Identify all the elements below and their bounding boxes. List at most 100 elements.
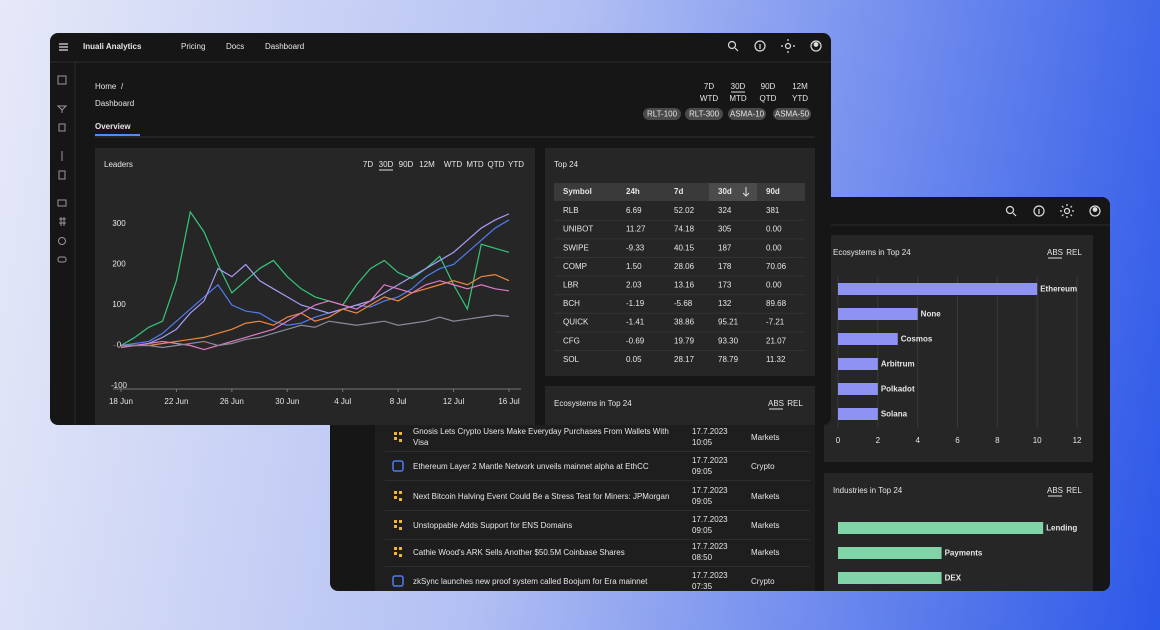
theme-icon[interactable] [781,39,795,53]
news-title[interactable]: Next Bitcoin Halving Event Could Be a St… [413,491,670,501]
table-cell: 21.07 [766,336,787,345]
column-header[interactable]: Symbol [563,187,592,196]
news-time: 09:05 [692,467,713,476]
table-cell: 11.27 [626,225,646,234]
series-line [121,274,510,347]
period-bottom[interactable]: WTD [700,94,718,103]
table-cell: 173 [718,281,732,290]
bar-label: Polkadot [881,385,915,394]
range-button[interactable]: 7D [363,160,373,169]
y-tick-label: 100 [112,300,126,309]
news-title[interactable]: Ethereum Layer 2 Mantle Network unveils … [413,461,649,471]
period-top[interactable]: 30D [731,82,746,91]
toggle[interactable]: ABS [1047,248,1063,257]
brand: Inuali Analytics [83,42,142,51]
search-icon[interactable] [727,40,739,52]
toggle[interactable]: REL [1066,248,1082,257]
badge[interactable]: RLT-100 [647,110,678,119]
range-button[interactable]: 30D [379,160,394,169]
tab-underline [95,134,140,136]
table-cell: 11.32 [766,355,786,364]
user-icon[interactable] [810,40,822,52]
sidebar-icons[interactable] [56,75,68,263]
news-title[interactable]: Gnosis Lets Crypto Users Make Everyday P… [413,427,669,447]
x-tick-label: 0 [836,436,841,445]
badge-bg[interactable] [728,108,766,120]
news-time: 07:35 [692,582,713,591]
range-button[interactable]: QTD [488,160,505,169]
period-bottom[interactable]: MTD [729,94,747,103]
news-category: Crypto [751,462,775,471]
breadcrumb-link[interactable]: Home [95,82,117,91]
toggle[interactable]: ABS [1047,486,1063,495]
column-header[interactable]: 7d [674,187,683,196]
news-title-box: Cathie Wood's ARK Sells Another $50.5M C… [413,547,625,557]
table-cell: 93.30 [718,336,739,345]
bar-label: Payments [945,549,983,558]
column-header[interactable]: 24h [626,187,640,196]
news-title[interactable]: zkSync launches new proof system called … [413,576,648,586]
bar-label: DEX [945,574,962,583]
nav-link[interactable]: Pricing [181,42,205,51]
table-cell: 178 [718,262,732,271]
news-title-box: zkSync launches new proof system called … [413,576,648,586]
toggle[interactable]: REL [1066,486,1082,495]
period-bottom[interactable]: YTD [792,94,808,103]
table-cell: RLB [563,206,579,215]
range-button[interactable]: 90D [399,160,414,169]
user-icon[interactable] [1089,205,1101,217]
series-line [120,210,510,347]
badge-bg[interactable] [643,108,681,120]
bar [838,308,918,320]
bar [838,408,878,420]
news-title[interactable]: Cathie Wood's ARK Sells Another $50.5M C… [413,547,625,557]
table-cell: 1.50 [626,262,642,271]
search-icon[interactable] [1005,205,1017,217]
x-tick-label: 8 [995,436,1000,445]
column-header[interactable]: 30d [718,187,732,196]
menu-icon[interactable] [59,43,68,51]
sort-icon[interactable] [742,187,750,197]
period-top[interactable]: 7D [704,82,714,91]
info-icon[interactable] [1033,205,1045,217]
table-cell: 13.16 [674,281,695,290]
tab[interactable]: Overview [95,122,131,131]
period-top[interactable]: 90D [761,82,776,91]
table-cell: 132 [718,299,732,308]
badge-bg[interactable] [773,108,811,120]
news-category: Markets [751,521,779,530]
table-cell: 0.05 [626,355,642,364]
toggle[interactable]: ABS [768,399,784,408]
panel-title: Top 24 [554,160,579,169]
news-date: 17.7.2023 [692,571,728,580]
table-cell: 40.15 [674,243,695,252]
period-top[interactable]: 12M [792,82,808,91]
badge[interactable]: ASMA-10 [730,110,765,119]
range-button[interactable]: MTD [466,160,484,169]
theme-icon[interactable] [1060,204,1074,218]
column-header[interactable]: 90d [766,187,780,196]
info-icon[interactable] [754,40,766,52]
table-cell: -7.21 [766,318,785,327]
range-button[interactable]: YTD [508,160,524,169]
news-date: 17.7.2023 [692,486,728,495]
series-line [121,314,510,349]
bar [838,383,878,395]
chart-title: Leaders [104,160,133,169]
range-button[interactable]: 12M [419,160,435,169]
nav-link[interactable]: Docs [226,42,244,51]
period-bottom[interactable]: QTD [760,94,777,103]
news-title[interactable]: Unstoppable Adds Support for ENS Domains [413,520,573,530]
nav-link[interactable]: Dashboard [265,42,304,51]
x-tick-label: 4 [915,436,920,445]
bar [838,547,942,559]
badge-bg[interactable] [685,108,723,120]
badge[interactable]: ASMA-50 [775,110,810,119]
news-header-panel [545,386,815,425]
x-tick-label: 12 Jul [443,397,465,406]
badge[interactable]: RLT-300 [689,110,720,119]
window-front: Inuali Analytics Pricing Docs Dashboard Home… [50,33,831,425]
toggle[interactable]: REL [787,399,803,408]
bar-label: Arbitrum [881,360,915,369]
range-button[interactable]: WTD [444,160,462,169]
